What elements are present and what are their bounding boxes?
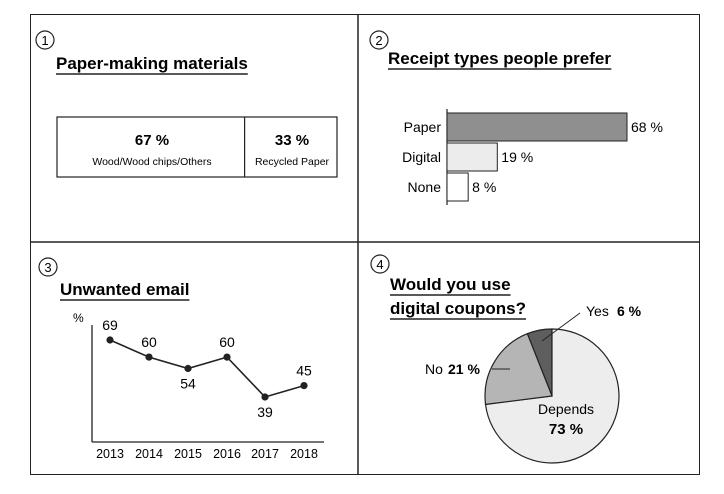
slice-percent-no: 21 % — [448, 361, 480, 377]
panel-3-number: 3 — [44, 260, 51, 275]
bar-value-label: 19 % — [501, 149, 533, 165]
stacked-bar-outline — [56, 116, 338, 178]
panel-3-number-circle — [38, 257, 58, 277]
receipt-bars: Paper 68 % Digital 19 % None 8 % — [402, 109, 663, 205]
data-point — [184, 364, 192, 373]
slice-percent-depends: 73 % — [549, 421, 583, 438]
panel-2-title: Receipt types people prefer — [388, 49, 611, 68]
data-label: 54 — [180, 376, 196, 392]
bar-none — [446, 172, 469, 202]
series-line — [109, 339, 305, 398]
data-point — [261, 393, 269, 401]
coupon-pie: Yes 6 % No 21 % Depends 73 % — [425, 303, 642, 464]
data-label: 45 — [296, 363, 312, 379]
data-point — [145, 353, 153, 361]
slice-label-no: No — [425, 361, 443, 377]
panel-1-number-circle — [35, 30, 55, 50]
data-point — [300, 382, 308, 390]
panel-4-title-line-2: digital coupons? — [390, 299, 526, 318]
panel-4-number: 4 — [376, 257, 383, 272]
data-point — [223, 353, 231, 361]
x-tick-label: 2017 — [251, 447, 279, 461]
panel-1-title: Paper-making materials — [56, 54, 248, 73]
data-label: 60 — [219, 334, 235, 350]
data-label: 39 — [257, 404, 273, 420]
panel-4-title-line-1: Would you use — [390, 275, 511, 294]
slice-percent-yes: 6 % — [617, 303, 642, 319]
bar-value-label: 8 % — [472, 179, 496, 195]
y-axis-unit-label: % — [73, 311, 84, 325]
panel-4: 4 Would you use digital coupons? Yes 6 %… — [370, 254, 642, 464]
email-line-series: 69 2013 60 2014 54 2015 60 2016 39 2017 45 2018 — [96, 317, 318, 461]
frame-border — [30, 14, 700, 475]
panel-3-title: Unwanted email — [60, 280, 189, 299]
x-tick-label: 2015 — [174, 447, 202, 461]
slice-label-yes: Yes — [586, 303, 609, 319]
bar-paper — [446, 112, 628, 142]
data-point — [106, 336, 114, 344]
panel-4-number-circle — [370, 254, 390, 274]
yes-leader-line — [541, 312, 581, 342]
panel-2-number: 2 — [375, 33, 382, 48]
bar-value-label: 68 % — [631, 119, 663, 135]
segment-wood-label: Wood/Wood chips/Others — [92, 156, 211, 168]
segment-recycled-label: Recycled Paper — [255, 156, 330, 168]
bar-category-label: Paper — [404, 119, 442, 135]
x-tick-label: 2018 — [290, 447, 318, 461]
x-tick-label: 2014 — [135, 447, 163, 461]
panel-2: 2 Receipt types people prefer Paper 68 % D… — [369, 30, 663, 205]
bar-category-label: Digital — [402, 149, 441, 165]
slice-label-depends: Depends — [538, 401, 594, 417]
panel-2-number-circle — [369, 30, 389, 50]
panel-1-number: 1 — [41, 33, 48, 48]
panel-1: 1 Paper-making materials 67 % Wood/Wood … — [35, 30, 338, 178]
pie-slice-no — [484, 332, 553, 406]
data-label: 69 — [102, 317, 118, 333]
panel-3: 3 Unwanted email % 69 2013 60 2014 54 2015 60 2… — [38, 257, 324, 461]
data-label: 60 — [141, 334, 157, 350]
bar-digital — [446, 142, 498, 172]
x-tick-label: 2013 — [96, 447, 124, 461]
x-tick-label: 2016 — [213, 447, 241, 461]
segment-recycled-percent: 33 % — [275, 132, 309, 149]
bar-category-label: None — [408, 179, 442, 195]
segment-wood-percent: 67 % — [135, 132, 169, 149]
